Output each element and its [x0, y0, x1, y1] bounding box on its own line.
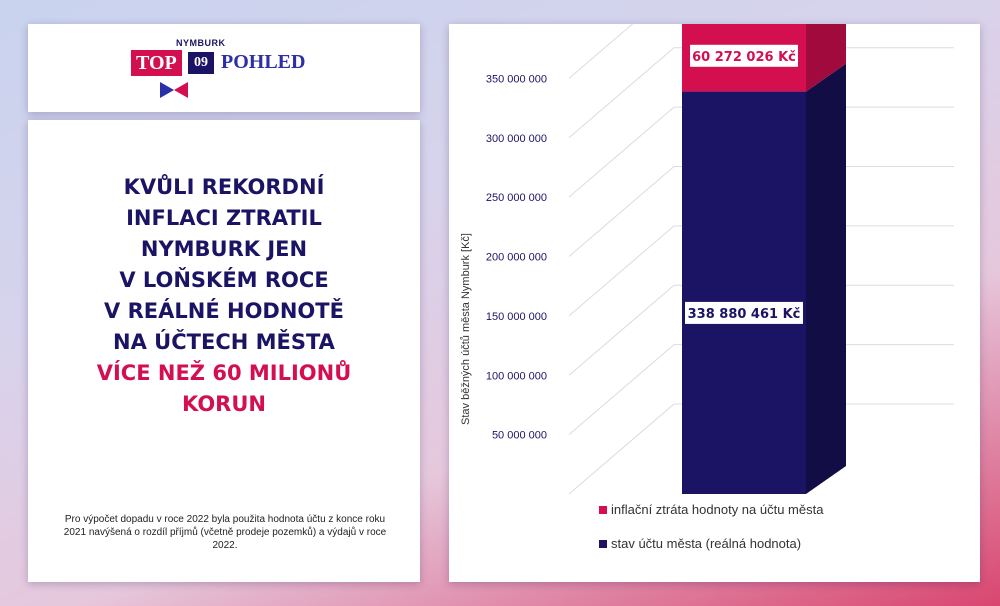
headline-highlight-line: KORUN — [182, 392, 266, 416]
plot-area — [569, 24, 674, 494]
headline: KVŮLI REKORDNÍ INFLACI ZTRATIL NYMBURK J… — [28, 172, 420, 420]
y-tick-label: 100 000 000 — [486, 370, 547, 382]
data-label-box — [690, 44, 798, 67]
gridline — [568, 47, 954, 139]
gridline — [568, 225, 954, 317]
logo-number-text: 09 — [188, 52, 214, 74]
y-tick-label: 50 000 000 — [492, 430, 547, 442]
headline-line: KVŮLI REKORDNÍ — [123, 175, 325, 199]
bowtie-logo-icon — [160, 82, 188, 98]
gridline — [568, 24, 634, 79]
data-label: 338 880 461 Kč — [688, 307, 801, 322]
bar-side-real-value — [806, 63, 846, 494]
legend-swatch — [599, 506, 607, 514]
gridline — [568, 284, 954, 376]
stacked-bar-chart: 50 000 000 100 000 000 150 000 000 200 000 … — [460, 24, 954, 551]
y-tick-label: 300 000 000 — [486, 133, 547, 145]
headline-line: INFLACI ZTRATIL — [126, 206, 322, 230]
chart-card: 50 000 000 100 000 000 150 000 000 200 000 … — [449, 24, 980, 582]
bar-side-inflation-loss — [806, 24, 846, 92]
data-label-box — [685, 301, 803, 324]
methodology-note: Pro výpočet dopadu v roce 2022 byla použ… — [63, 514, 387, 551]
headline-highlight-line: VÍCE NEŽ 60 MILIONŮ — [96, 361, 352, 385]
y-tick-label: 400 000 000 — [486, 24, 547, 26]
headline-line: V LOŇSKÉM ROCE — [119, 268, 329, 292]
data-label: 60 272 026 Kč — [692, 50, 796, 65]
legend-label: stav účtu města (reálná hodnota) — [611, 536, 801, 551]
y-tick-label: 200 000 000 — [486, 252, 547, 264]
headline-line: V REÁLNÉ HODNOTĚ — [104, 299, 344, 323]
gridline — [568, 166, 954, 257]
headline-line: NA ÚČTECH MĚSTA — [113, 330, 335, 354]
headline-line: NYMBURK JEN — [140, 237, 308, 261]
y-tick-label: 350 000 000 — [486, 73, 547, 85]
y-tick-label: 250 000 000 — [486, 192, 547, 204]
headline-card: KVŮLI REKORDNÍ INFLACI ZTRATIL NYMBURK J… — [28, 120, 420, 582]
bar-real-value — [682, 91, 806, 494]
logo-city-label: NYMBURK — [176, 38, 226, 48]
gridline — [568, 106, 954, 198]
legend-swatch — [599, 540, 607, 548]
logo-pohled-text: POHLED — [221, 51, 306, 73]
y-tick-label: 150 000 000 — [486, 311, 547, 323]
logo-card: NYMBURK TOP 09 POHLED — [28, 24, 420, 112]
floor-line — [568, 403, 954, 495]
gridline — [568, 344, 954, 436]
y-axis-label: Stav běžných účtů města Nymburk [Kč] — [460, 233, 472, 425]
legend-label: inflační ztráta hodnoty na účtu města — [611, 502, 824, 517]
logo-top-text: TOP — [131, 50, 182, 76]
